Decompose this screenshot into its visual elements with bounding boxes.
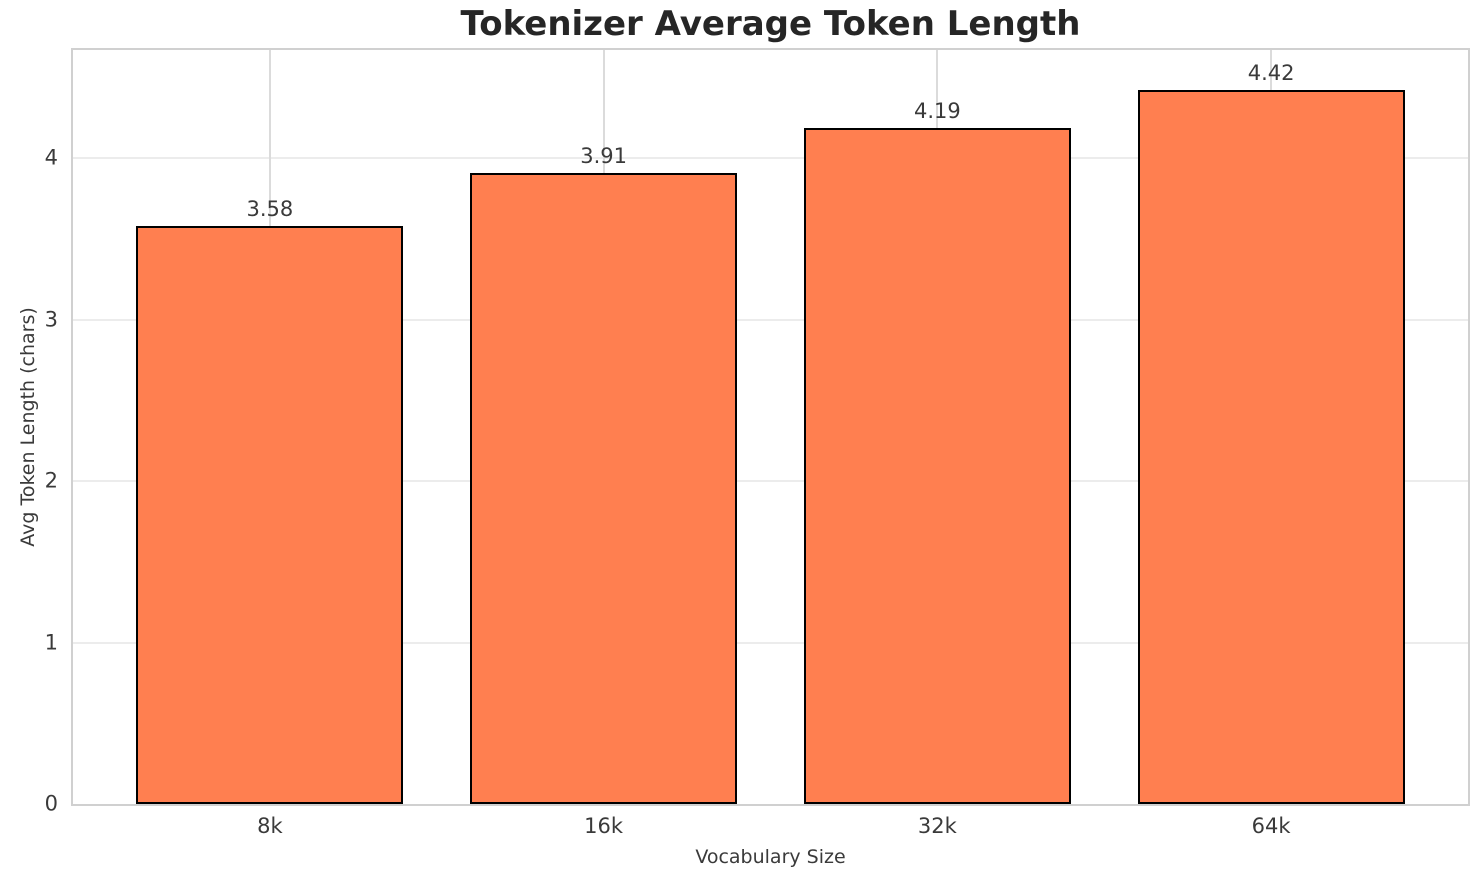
y-gridline bbox=[73, 480, 1468, 483]
bar bbox=[1137, 90, 1405, 804]
x-tick-label: 64k bbox=[1251, 814, 1291, 838]
bar-value-label: 4.42 bbox=[1247, 61, 1295, 86]
x-tick-label: 8k bbox=[257, 814, 283, 838]
y-tick-label: 0 bbox=[44, 791, 58, 816]
chart-title: Tokenizer Average Token Length bbox=[460, 4, 1081, 44]
bar bbox=[803, 127, 1071, 804]
y-tick-label: 3 bbox=[44, 307, 58, 332]
y-gridline bbox=[73, 641, 1468, 644]
y-tick-label: 2 bbox=[44, 468, 58, 493]
bar-value-label: 3.58 bbox=[246, 197, 294, 221]
bar-value-label: 4.19 bbox=[913, 98, 961, 123]
x-tick-label: 32k bbox=[917, 814, 957, 838]
x-axis-ticks: 8k 16k 32k 64k bbox=[71, 814, 1470, 844]
y-axis-ticks: 0 1 2 3 4 bbox=[0, 48, 58, 814]
x-axis-label: Vocabulary Size bbox=[695, 846, 846, 868]
bar bbox=[136, 226, 404, 804]
bar bbox=[470, 172, 738, 804]
bar-value-label: 3.91 bbox=[580, 143, 628, 168]
x-tick-label: 16k bbox=[584, 814, 624, 838]
plot-area: 3.58 3.91 4.19 4.42 bbox=[71, 48, 1470, 806]
y-tick-label: 1 bbox=[44, 630, 58, 655]
y-gridline bbox=[73, 157, 1468, 160]
y-gridline bbox=[73, 318, 1468, 321]
y-tick-label: 4 bbox=[44, 145, 58, 170]
